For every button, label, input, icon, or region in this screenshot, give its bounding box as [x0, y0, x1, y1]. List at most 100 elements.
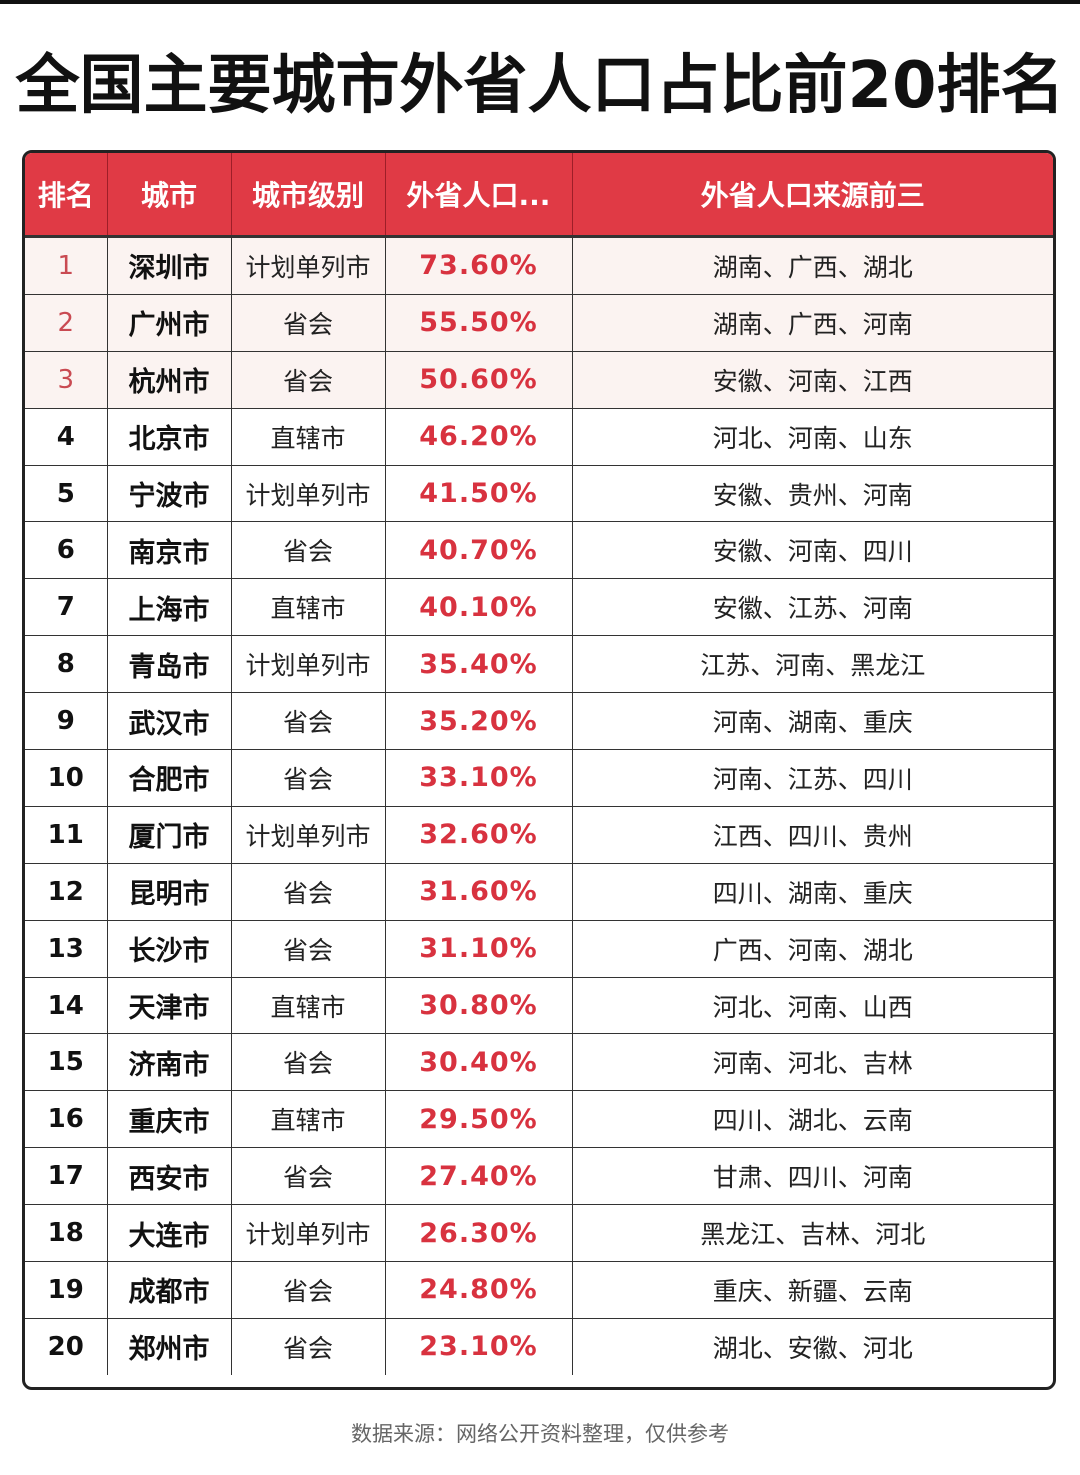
percent-cell: 35.40% [385, 635, 573, 694]
city-cell: 郑州市 [107, 1318, 232, 1375]
sources-cell: 河南、河北、吉林 [572, 1033, 1053, 1092]
table-row: 1 深圳市 计划单列市 73.60% 湖南、广西、湖北 [25, 236, 1053, 295]
rank-cell: 13 [25, 920, 108, 978]
percent-cell: 31.10% [385, 920, 573, 978]
city-cell: 天津市 [107, 977, 232, 1035]
percent-cell: 23.10% [385, 1318, 573, 1375]
table-row: 17 西安市 省会 27.40% 甘肃、四川、河南 [25, 1147, 1053, 1206]
city-cell: 大连市 [107, 1204, 232, 1263]
sources-cell: 甘肃、四川、河南 [572, 1147, 1053, 1206]
city-cell: 广州市 [107, 294, 232, 352]
header-rank: 排名 [25, 153, 108, 238]
page-title: 全国主要城市外省人口占比前20排名 [15, 49, 1065, 123]
city-level-cell: 省会 [231, 294, 386, 352]
table-row: 4 北京市 直辖市 46.20% 河北、河南、山东 [25, 408, 1053, 466]
sources-cell: 河北、河南、山东 [572, 408, 1053, 466]
city-level-cell: 省会 [231, 1147, 386, 1206]
city-level-cell: 省会 [231, 863, 386, 921]
sources-cell: 重庆、新疆、云南 [572, 1261, 1053, 1319]
sources-cell: 湖南、广西、河南 [572, 294, 1053, 352]
percent-cell: 73.60% [385, 236, 573, 295]
rank-cell: 18 [25, 1204, 108, 1263]
sources-cell: 河南、江苏、四川 [572, 749, 1053, 807]
city-level-cell: 省会 [231, 920, 386, 978]
city-cell: 南京市 [107, 521, 232, 580]
ranking-table: 排名 城市 城市级别 外省人口... 外省人口来源前三 1 深圳市 计划单列市 73.… [22, 150, 1056, 1390]
percent-cell: 30.40% [385, 1033, 573, 1092]
header-city: 城市 [107, 153, 232, 238]
sources-cell: 广西、河南、湖北 [572, 920, 1053, 978]
rank-cell: 5 [25, 465, 108, 523]
table-row: 16 重庆市 直辖市 29.50% 四川、湖北、云南 [25, 1090, 1053, 1149]
city-level-cell: 省会 [231, 1318, 386, 1375]
top-rule [0, 0, 1080, 4]
percent-cell: 33.10% [385, 749, 573, 807]
percent-cell: 40.70% [385, 521, 573, 580]
percent-cell: 46.20% [385, 408, 573, 466]
city-cell: 武汉市 [107, 692, 232, 751]
sources-cell: 湖南、广西、湖北 [572, 236, 1053, 295]
source-note: 数据来源：网络公开资料整理，仅供参考 [351, 1422, 729, 1446]
table-row: 10 合肥市 省会 33.10% 河南、江苏、四川 [25, 749, 1053, 807]
rank-cell: 15 [25, 1033, 108, 1092]
sources-cell: 安徽、河南、江西 [572, 351, 1053, 409]
table-body: 1 深圳市 计划单列市 73.60% 湖南、广西、湖北 2 广州市 省会 55.50% 湖南、广西… [25, 236, 1053, 1375]
percent-cell: 26.30% [385, 1204, 573, 1263]
percent-cell: 35.20% [385, 692, 573, 751]
city-level-cell: 计划单列市 [231, 1204, 386, 1263]
header-city-level: 城市级别 [231, 153, 386, 238]
city-level-cell: 计划单列市 [231, 465, 386, 523]
rank-cell: 3 [25, 351, 108, 409]
table-row: 6 南京市 省会 40.70% 安徽、河南、四川 [25, 521, 1053, 580]
percent-cell: 31.60% [385, 863, 573, 921]
city-cell: 宁波市 [107, 465, 232, 523]
percent-cell: 27.40% [385, 1147, 573, 1206]
city-cell: 重庆市 [107, 1090, 232, 1149]
percent-cell: 30.80% [385, 977, 573, 1035]
table-header-row: 排名 城市 城市级别 外省人口... 外省人口来源前三 [25, 153, 1053, 238]
rank-cell: 20 [25, 1318, 108, 1375]
percent-cell: 29.50% [385, 1090, 573, 1149]
percent-cell: 40.10% [385, 578, 573, 637]
city-level-cell: 直辖市 [231, 977, 386, 1035]
city-cell: 青岛市 [107, 635, 232, 694]
rank-cell: 12 [25, 863, 108, 921]
city-level-cell: 计划单列市 [231, 236, 386, 295]
sources-cell: 四川、湖北、云南 [572, 1090, 1053, 1149]
sources-cell: 江苏、河南、黑龙江 [572, 635, 1053, 694]
city-level-cell: 省会 [231, 749, 386, 807]
city-cell: 成都市 [107, 1261, 232, 1319]
city-level-cell: 省会 [231, 521, 386, 580]
city-level-cell: 直辖市 [231, 408, 386, 466]
table-row: 3 杭州市 省会 50.60% 安徽、河南、江西 [25, 351, 1053, 409]
table-row: 19 成都市 省会 24.80% 重庆、新疆、云南 [25, 1261, 1053, 1319]
sources-cell: 河北、河南、山西 [572, 977, 1053, 1035]
city-cell: 北京市 [107, 408, 232, 466]
rank-cell: 1 [25, 236, 108, 295]
city-cell: 昆明市 [107, 863, 232, 921]
sources-cell: 安徽、河南、四川 [572, 521, 1053, 580]
percent-cell: 24.80% [385, 1261, 573, 1319]
rank-cell: 4 [25, 408, 108, 466]
table-row: 14 天津市 直辖市 30.80% 河北、河南、山西 [25, 977, 1053, 1035]
city-level-cell: 直辖市 [231, 578, 386, 637]
city-level-cell: 省会 [231, 1261, 386, 1319]
table-row: 5 宁波市 计划单列市 41.50% 安徽、贵州、河南 [25, 465, 1053, 523]
percent-cell: 41.50% [385, 465, 573, 523]
sources-cell: 黑龙江、吉林、河北 [572, 1204, 1053, 1263]
table-row: 13 长沙市 省会 31.10% 广西、河南、湖北 [25, 920, 1053, 978]
sources-cell: 安徽、贵州、河南 [572, 465, 1053, 523]
table-row: 18 大连市 计划单列市 26.30% 黑龙江、吉林、河北 [25, 1204, 1053, 1263]
table-row: 8 青岛市 计划单列市 35.40% 江苏、河南、黑龙江 [25, 635, 1053, 694]
city-cell: 西安市 [107, 1147, 232, 1206]
city-level-cell: 计划单列市 [231, 806, 386, 864]
table-row: 2 广州市 省会 55.50% 湖南、广西、河南 [25, 294, 1053, 352]
sources-cell: 湖北、安徽、河北 [712, 1333, 913, 1363]
percent-cell: 50.60% [385, 351, 573, 409]
header-outside-pop-ratio: 外省人口... [385, 153, 573, 238]
table-row: 9 武汉市 省会 35.20% 河南、湖南、重庆 [25, 692, 1053, 751]
city-level-cell: 省会 [231, 692, 386, 751]
percent-cell: 55.50% [385, 294, 573, 352]
percent-cell: 32.60% [385, 806, 573, 864]
rank-cell: 19 [25, 1261, 108, 1319]
